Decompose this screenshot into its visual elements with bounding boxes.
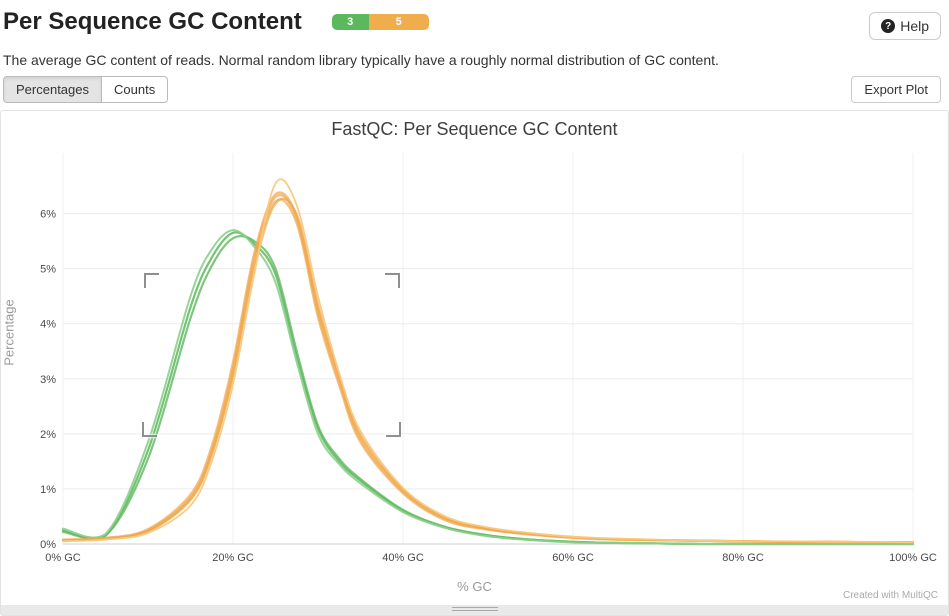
warn-count-badge[interactable]: 5 [368,14,429,30]
y-tick-label: 5% [40,264,56,276]
x-tick-label: 20% GC [212,552,254,564]
help-button[interactable]: ? Help [869,12,941,40]
y-tick-label: 4% [40,319,56,331]
series-line-warn_sample_5[interactable] [62,178,914,544]
plot-toolbar: Percentages Counts Export Plot [3,76,941,106]
y-tick-label: 3% [40,374,56,386]
y-tick-label: 2% [40,429,56,441]
export-plot-button[interactable]: Export Plot [851,76,941,103]
help-button-label: Help [900,18,929,34]
percentages-button[interactable]: Percentages [3,76,102,103]
series-line-warn_sample_2[interactable] [61,198,915,544]
section-description: The average GC content of reads. Normal … [3,52,719,68]
pass-count-badge[interactable]: 3 [331,14,369,30]
page-title: Per Sequence GC Content [3,8,302,35]
status-badge-group[interactable]: 3 5 [331,14,429,30]
series-line-warn_sample_1[interactable] [61,193,915,544]
corner-bracket-icon [144,273,159,288]
plot-mode-switch: Percentages Counts [3,76,169,103]
multiqc-watermark: Created with MultiQC [842,590,938,601]
plot-resize-handle[interactable] [1,605,948,615]
question-circle-icon: ? [881,19,896,33]
corner-bracket-icon [142,422,157,437]
y-tick-label: 6% [40,209,56,221]
x-tick-label: 40% GC [382,552,424,564]
x-tick-label: 0% GC [45,552,81,564]
x-axis-title: % GC [457,579,492,594]
y-tick-label: 0% [40,539,56,551]
x-tick-label: 60% GC [552,552,594,564]
plot-container: 0% 1% 2% 3% 4% 5% 6% 0% GC 20% GC 40% GC 60% GC 80%… [0,110,949,616]
gc-content-chart[interactable]: 0% 1% 2% 3% 4% 5% 6% 0% GC 20% GC 40% GC 60% GC 80%… [1,111,948,571]
y-tick-label: 1% [40,484,56,496]
x-tick-label: 100% GC [889,552,937,564]
counts-button[interactable]: Counts [102,76,169,103]
section-header: Per Sequence GC Content 3 5 ? Help [0,0,949,48]
series-line-warn_sample_4[interactable] [61,197,915,544]
series-line-pass_sample_3[interactable] [62,229,914,545]
corner-bracket-icon [386,422,401,437]
grip-lines-icon [451,607,498,613]
x-tick-label: 80% GC [722,552,764,564]
series-line-warn_sample_3[interactable] [61,191,915,544]
corner-bracket-icon [385,273,400,288]
